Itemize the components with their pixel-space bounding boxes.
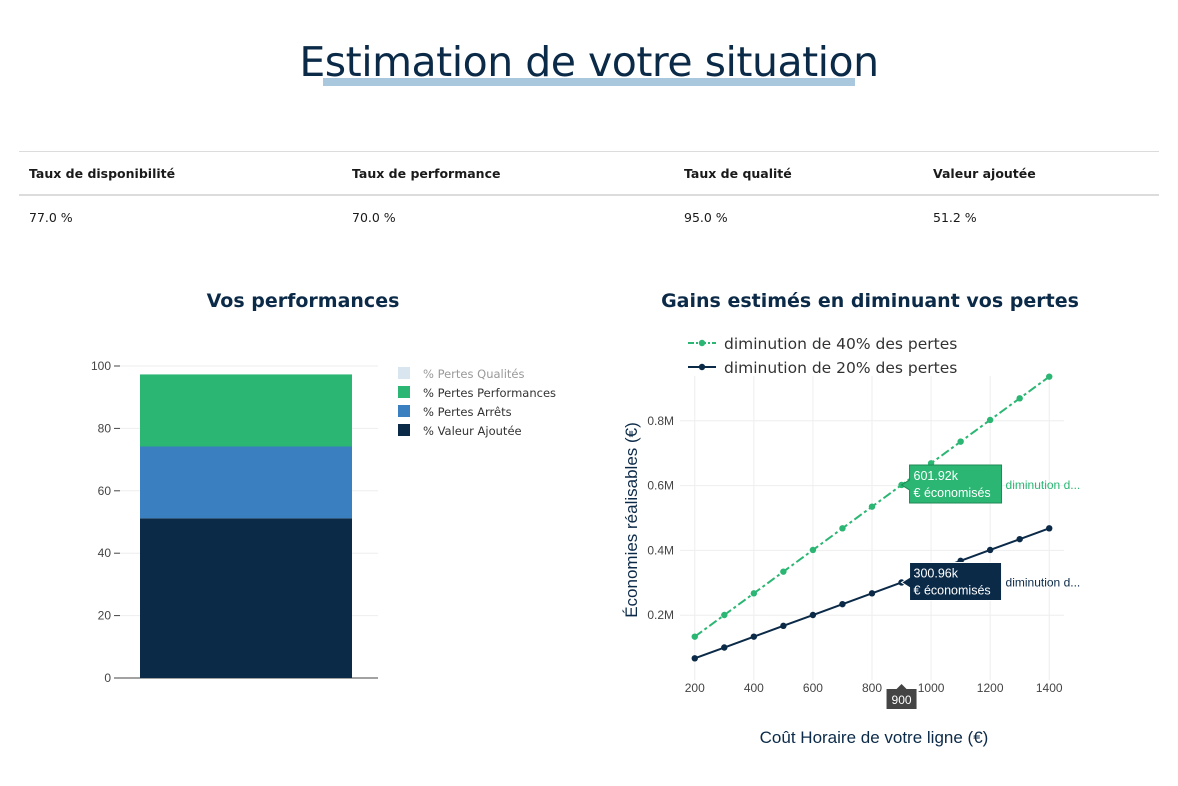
value-added-value: 51.2 % <box>933 210 977 225</box>
line-series-point[interactable] <box>1016 395 1023 402</box>
bar-y-tick-label: 100 <box>91 359 111 373</box>
bar-y-tick-label: 60 <box>98 484 112 498</box>
bar-chart-title: Vos performances <box>206 290 400 312</box>
page-title: Estimation de votre situation <box>0 38 1178 86</box>
metrics-header-row: Taux de disponibilité Taux de performanc… <box>19 151 1159 196</box>
bar-legend-swatch[interactable] <box>398 367 410 379</box>
line-legend-label[interactable]: diminution de 40% des pertes <box>724 335 957 353</box>
line-series-point[interactable] <box>1046 525 1053 532</box>
line-legend-label[interactable]: diminution de 20% des pertes <box>724 359 957 377</box>
line-series-point[interactable] <box>780 622 787 630</box>
line-y-tick-label: 0.2M <box>647 608 674 622</box>
line-series-point[interactable] <box>809 611 817 619</box>
bar-legend-label[interactable]: % Valeur Ajoutée <box>423 424 522 438</box>
line-series-point[interactable] <box>868 590 876 597</box>
hover-tooltip: 300.96k € économisés diminution d... <box>900 561 1081 601</box>
line-y-axis-title: Économies réalisables (€) <box>622 422 641 618</box>
line-series-point[interactable] <box>721 611 728 619</box>
line-y-tick-label: 0.6M <box>647 479 674 493</box>
hover-tooltip-box <box>900 464 1003 504</box>
bar-segment[interactable] <box>140 518 352 678</box>
line-series-point[interactable] <box>750 590 758 597</box>
hover-tooltip-unit: € économisés <box>914 583 991 597</box>
bar-y-tick-label: 20 <box>98 609 112 623</box>
hover-tooltip-unit: € économisés <box>914 486 991 500</box>
line-series-point[interactable] <box>1046 373 1053 380</box>
hover-tooltip-box <box>900 561 1003 601</box>
line-series-point[interactable] <box>986 546 994 554</box>
hover-x-label-box <box>886 684 917 709</box>
bar-legend-swatch[interactable] <box>398 424 410 436</box>
bar-legend-label[interactable]: % Pertes Qualités <box>423 367 525 381</box>
line-x-tick-label: 400 <box>744 681 764 695</box>
hover-tooltip-series-label: diminution d... <box>1006 575 1081 589</box>
value-availability: 77.0 % <box>29 210 73 225</box>
line-y-tick-label: 0.8M <box>647 414 674 428</box>
line-x-tick-label: 600 <box>803 681 823 695</box>
line-x-tick-label: 1200 <box>977 681 1004 695</box>
line-x-tick-label: 1400 <box>1036 681 1063 695</box>
metrics-value-row: 77.0 % 70.0 % 95.0 % 51.2 % <box>19 195 1159 239</box>
value-quality: 95.0 % <box>684 210 728 225</box>
bar-segment[interactable] <box>140 446 352 519</box>
hover-tooltip-value: 601.92k <box>914 469 959 483</box>
hover-x-label-text: 900 <box>892 693 912 707</box>
page-title-text: Estimation de votre situation <box>299 38 879 86</box>
line-series-point[interactable] <box>957 438 964 445</box>
line-x-tick-label: 200 <box>685 681 705 695</box>
line-x-tick-label: 800 <box>862 681 882 695</box>
header-availability: Taux de disponibilité <box>19 151 342 196</box>
metrics-table: Taux de disponibilité Taux de performanc… <box>19 151 1159 239</box>
line-legend-marker[interactable] <box>698 339 706 347</box>
line-chart-title: Gains estimés en diminuant vos pertes <box>661 290 1079 312</box>
line-x-axis-title: Coût Horaire de votre ligne (€) <box>760 728 989 747</box>
bar-y-tick-label: 0 <box>104 671 111 685</box>
header-quality: Taux de qualité <box>674 151 923 196</box>
bar-legend-swatch[interactable] <box>398 405 410 417</box>
line-series-point[interactable] <box>691 655 698 662</box>
line-y-tick-label: 0.4M <box>647 543 674 557</box>
line-series-point[interactable] <box>809 546 817 554</box>
line-legend-marker[interactable] <box>698 363 706 371</box>
header-performance: Taux de performance <box>342 151 674 196</box>
line-x-tick-label: 1000 <box>918 681 945 695</box>
line-series-point[interactable] <box>1016 535 1023 543</box>
line-series-point[interactable] <box>691 633 698 640</box>
hover-tooltip-series-label: diminution d... <box>1006 478 1081 492</box>
line-series-point[interactable] <box>839 600 846 608</box>
hover-tooltip-value: 300.96k <box>914 566 959 580</box>
bar-legend-label[interactable]: % Pertes Performances <box>423 386 556 400</box>
line-series-point[interactable] <box>868 503 876 510</box>
bar-legend-swatch[interactable] <box>398 386 410 398</box>
bar-segment[interactable] <box>140 374 352 447</box>
line-series-point[interactable] <box>721 644 728 651</box>
header-added-value: Valeur ajoutée <box>923 151 1159 196</box>
bar-y-tick-label: 80 <box>98 421 112 435</box>
bar-legend-label[interactable]: % Pertes Arrêts <box>423 405 512 419</box>
hover-tooltip: 601.92k € économisés diminution d... <box>900 464 1081 504</box>
line-series-point[interactable] <box>750 633 758 640</box>
line-series-point[interactable] <box>986 416 994 424</box>
line-series-point[interactable] <box>839 525 846 532</box>
bar-y-tick-label: 40 <box>98 546 112 560</box>
value-performance: 70.0 % <box>352 210 396 225</box>
hover-x-label: 900 <box>886 684 917 709</box>
line-series-point[interactable] <box>780 568 787 575</box>
